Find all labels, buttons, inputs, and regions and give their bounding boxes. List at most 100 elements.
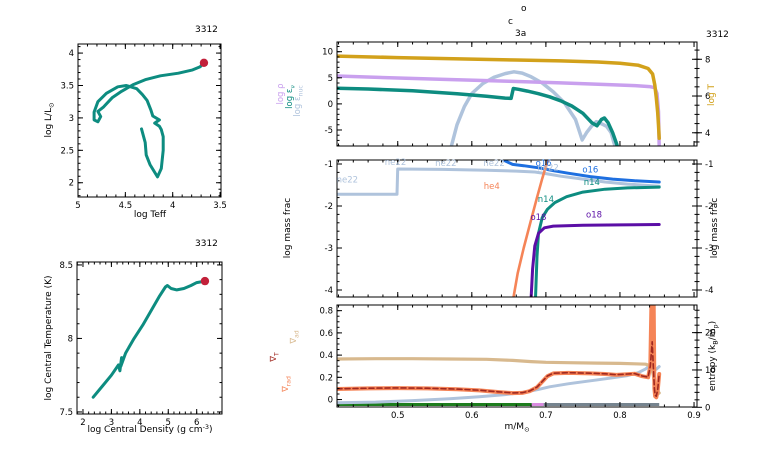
y-tick-label: 8.5 (59, 261, 73, 271)
right-tick-label: -2 (705, 202, 713, 212)
series-grad-T (337, 340, 661, 398)
x-tick-label: 0.7 (539, 411, 553, 421)
y-tick-label: 3 (69, 114, 74, 124)
y-tick-label: -5 (325, 126, 333, 136)
y-tick-label: 10 (322, 48, 333, 58)
x-tick-label: 0.9 (687, 411, 701, 421)
axes-box (336, 41, 698, 147)
trho-panel-model-number: 3312 (195, 239, 218, 249)
y-tick-label: 8 (68, 334, 73, 344)
y-tick-label: 0.2 (319, 373, 333, 383)
series-log-T (337, 54, 661, 141)
y-tick-label: 0 (328, 100, 333, 110)
plot-area-profile_top (337, 54, 661, 146)
x-tick-label: 5 (75, 201, 80, 211)
x-tick-label: 4.5 (119, 201, 133, 211)
right-tick-label: 8 (705, 55, 710, 65)
series-n14 (534, 185, 661, 297)
y-tick-label: 0.8 (319, 307, 333, 317)
y-tick-label: 4 (69, 49, 74, 59)
right-tick-label: -4 (705, 286, 713, 296)
panel-profile_bot: 0.5 0.6 0.7 0.8 0.9 0 0.2 0.4 0.6 0.8 0 10 20entropy… (269, 304, 719, 433)
x-tick-label: 4 (170, 201, 175, 211)
x-tick-label: 3.5 (213, 201, 227, 211)
y-tick-label: 3.5 (60, 81, 74, 91)
marker-current-model (199, 58, 209, 68)
series-log-eps-nu (337, 86, 620, 146)
axes-box (336, 304, 698, 408)
curve-label-ne22: ne22 (537, 164, 558, 174)
mixing-bar (531, 403, 544, 406)
curve-label-o16: o16 (582, 165, 598, 175)
side-label-1: log ρ (276, 83, 286, 104)
right-tick-label: 10 (705, 366, 716, 376)
y-tick-label: -3 (325, 244, 333, 254)
y-tick-label: -1 (325, 160, 333, 170)
curve-label-n14: n14 (584, 178, 600, 188)
y-axis-label: log mass frac (283, 198, 293, 258)
curve-label-n14: n14 (538, 195, 554, 205)
x-tick-label: 0.5 (391, 411, 405, 421)
plot-area-profile_mid (337, 160, 661, 297)
curve-label-ne22: ne22 (435, 159, 456, 169)
y-tick-label: -2 (325, 202, 333, 212)
y-tick-label: 0 (328, 396, 333, 406)
right-tick-label: 0 (705, 403, 710, 413)
y-axis-label: log L/L⊙ (44, 102, 55, 137)
right-tick-label: 20 (705, 329, 716, 339)
burn-label-o: o (521, 4, 527, 14)
y-axis-label: log Central Temperature (K) (44, 275, 54, 400)
y-tick-label: 2.5 (60, 146, 74, 156)
y-tick-label: 2 (69, 179, 74, 189)
side-label-3: ∇rad (281, 376, 292, 393)
side-label-2: ∇T (269, 352, 280, 363)
right-tick-label: -3 (705, 244, 713, 254)
burn-label-3a: 3a (515, 29, 527, 39)
side-label-2: log εν (285, 85, 296, 109)
burn-label-c: c (508, 17, 513, 27)
series-o16 (499, 160, 661, 184)
y-tick-label: 0.4 (319, 351, 333, 361)
y-tick-label: -4 (325, 286, 333, 296)
y-tick-label: 5 (328, 74, 333, 84)
right-tick-label: 6 (705, 92, 710, 102)
right-axis-label: log mass frac (710, 198, 720, 258)
x-tick-label: 0.8 (613, 411, 627, 421)
curve-label-o18: o18 (586, 210, 602, 220)
curve-label-o16: o16 (536, 159, 552, 169)
right-axis-label: log T (707, 83, 717, 106)
curve-label-ne22: ne22 (337, 175, 358, 185)
side-label-1: ∇ad (289, 330, 300, 344)
mixing-bar (543, 403, 660, 406)
x-axis-label: log Central Density (g cm-3) (87, 423, 212, 435)
panel-profile_mid: -1 -2 -3 -4 -1 -2 -3 -4 log mass frac log mass fr… (283, 158, 720, 298)
x-tick-label: 3 (109, 418, 114, 428)
curve-label-o18: o18 (530, 213, 546, 223)
series-entropy (337, 363, 661, 405)
panel-trho: 2 3 4 5 6 7.5 8 8.5 log Central Density (g cm-3)… (44, 261, 223, 435)
series-hr-track (92, 61, 206, 179)
axes-box (77, 43, 222, 198)
right-axis-label: entropy (kB/mp) (708, 321, 719, 391)
y-tick-label: 7.5 (59, 408, 73, 418)
curve-label-he4: he4 (484, 182, 500, 192)
series-he4 (512, 160, 550, 297)
x-axis-label: log Teff (134, 210, 167, 220)
axes-box (336, 159, 698, 298)
curve-label-ne22: ne22 (385, 158, 406, 168)
profile-model-number: 3312 (706, 30, 729, 40)
right-tick-label: 4 (705, 129, 710, 139)
x-tick-label: 2 (80, 418, 85, 428)
curve-label-ne22: ne22 (483, 159, 504, 169)
series-o18 (529, 223, 661, 297)
side-label-3: log εnuc (293, 85, 304, 116)
x-tick-label: 0.6 (465, 411, 479, 421)
y-tick-label: 0.6 (319, 329, 333, 339)
series-log-eps-nuc (449, 70, 617, 146)
marker-current-model (200, 276, 210, 286)
series-ne22 (337, 167, 661, 196)
x-tick-label: 4 (137, 418, 142, 428)
